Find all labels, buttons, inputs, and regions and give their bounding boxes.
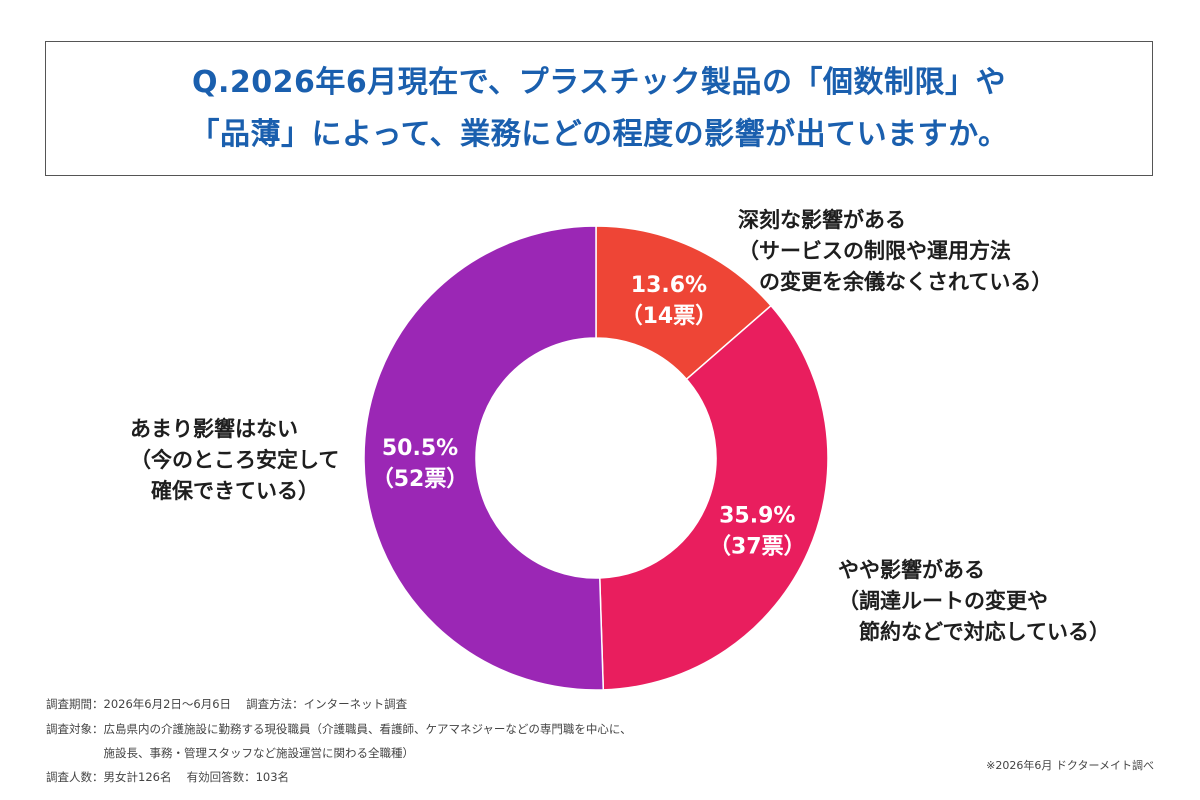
slice-count-label: （37票） [709, 534, 806, 559]
slice-category-label-little: あまり影響はない （今のところ安定して 確保できている） [130, 414, 339, 507]
category-label-line: 深刻な影響がある [738, 208, 906, 232]
category-label-line: の変更を余儀なくされている） [738, 270, 1053, 294]
donut-slice-little [363, 225, 605, 691]
category-label-line: やや影響がある [838, 558, 985, 582]
footnote-respondents: 調査人数：男女計126名 有効回答数：103名 [46, 770, 290, 784]
category-label-line: あまり影響はない [130, 417, 298, 441]
category-label-line: （今のところ安定して [130, 448, 340, 472]
category-label-line: （調達ルートの変更や [838, 589, 1048, 613]
category-label-line: 節約などで対応している） [838, 620, 1110, 644]
title-line-1: Q.2026年6月現在で、プラスチック製品の「個数制限」や [192, 64, 1006, 100]
donut-slice-somewhat [598, 304, 829, 691]
slice-category-label-severe: 深刻な影響がある （サービスの制限や運用方法 の変更を余儀なくされている） [738, 205, 1052, 298]
donut-slices [363, 225, 829, 691]
title-line-2: 「品薄」によって、業務にどの程度の影響が出ていますか。 [189, 116, 1009, 152]
slice-count-label: （52票） [372, 467, 469, 492]
slice-category-label-somewhat: やや影響がある （調達ルートの変更や 節約などで対応している） [838, 555, 1110, 648]
category-label-line: 確保できている） [130, 479, 319, 503]
footnote-survey-target-cont: 施設長、事務・管理スタッフなど施設運営に関わる全職種） [46, 746, 414, 760]
slice-percent-label: 50.5% [382, 436, 458, 461]
footnote-survey-target: 調査対象：広島県内の介護施設に勤務する現役職員（介護職員、看護師、ケアマネジャー… [46, 722, 632, 736]
source-credit: ※2026年6月 ドクターメイト調べ [986, 759, 1154, 772]
slice-percent-label: 13.6% [631, 273, 707, 298]
slice-count-label: （14票） [621, 304, 718, 329]
slice-value-labels: 13.6% （14票） 35.9% （37票） 50.5% （52票） [372, 273, 806, 560]
footnote-survey-period: 調査期間：2026年6月2日〜6月6日 調査方法：インターネット調査 [46, 697, 408, 711]
category-label-line: （サービスの制限や運用方法 [738, 239, 1011, 263]
title-box: Q.2026年6月現在で、プラスチック製品の「個数制限」や 「品薄」によって、業… [45, 41, 1153, 176]
slice-percent-label: 35.9% [719, 503, 795, 528]
